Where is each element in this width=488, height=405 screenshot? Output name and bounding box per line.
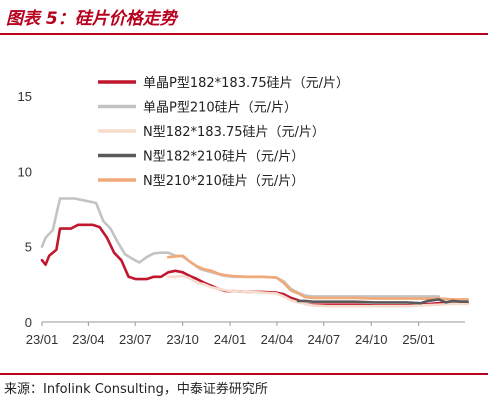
series-line-5	[166, 254, 469, 301]
title-rule	[0, 33, 488, 35]
y-tick-label: 0	[25, 315, 32, 330]
x-tick-label: 24/01	[214, 332, 247, 347]
y-tick-label: 10	[18, 164, 32, 179]
x-tick-label: 23/10	[166, 332, 199, 347]
legend-label-4: N型182*210硅片（元/片）	[143, 150, 304, 165]
series-line-4	[296, 298, 469, 305]
source-note: 来源：Infolink Consulting，中泰证券研究所	[4, 382, 268, 397]
x-tick-label: 25/01	[402, 332, 435, 347]
source-rule	[0, 373, 488, 375]
x-tick-label: 23/07	[119, 332, 152, 347]
legend-label-1: 单晶P型182*183.75硅片（元/片）	[143, 76, 349, 91]
chart-axes: 0 5 10 15 23/01 23/04 23/07 23/10 24/01 24/04 24/0…	[18, 89, 465, 347]
legend: 单晶P型182*183.75硅片（元/片） 单晶P型210硅片（元/片） N型182…	[98, 76, 349, 189]
legend-label-3: N型182*183.75硅片（元/片）	[143, 125, 325, 140]
x-tick-label: 24/04	[261, 332, 294, 347]
x-tick-label: 23/01	[26, 332, 59, 347]
legend-label-2: 单晶P型210硅片（元/片）	[143, 101, 297, 116]
series-line-3	[166, 274, 469, 308]
y-tick-label: 15	[18, 89, 32, 104]
x-tick-label: 24/10	[355, 332, 388, 347]
x-tick-label: 23/04	[72, 332, 105, 347]
x-tick-label: 24/07	[308, 332, 341, 347]
legend-label-5: N型210*210硅片（元/片）	[143, 174, 304, 189]
series-line-1	[40, 223, 469, 307]
figure-title: 图表 5：硅片价格走势	[6, 9, 177, 29]
series-line-2	[40, 197, 440, 298]
series-group	[40, 197, 469, 308]
y-tick-label: 5	[25, 240, 32, 255]
